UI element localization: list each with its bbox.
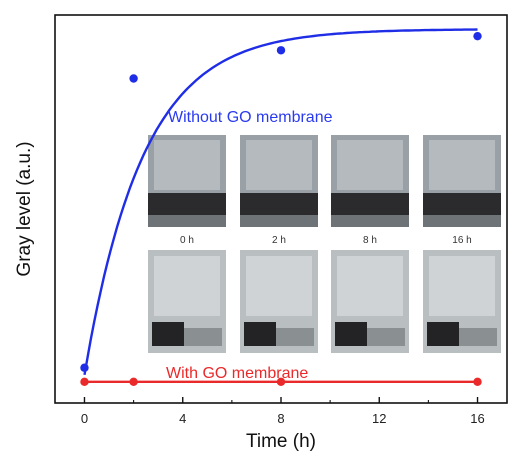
inset-photo-band <box>331 193 409 215</box>
series-without-go-curve <box>83 28 478 376</box>
inset-time-label: 8 h <box>363 235 377 246</box>
inset-time-label: 0 h <box>180 235 194 246</box>
inset-photo-glass <box>337 256 403 316</box>
x-axis-title: Time (h) <box>246 431 316 452</box>
point-without-go-8 <box>276 46 286 55</box>
inset-photo-glass <box>246 140 312 190</box>
x-tick-label-16: 16 <box>470 411 484 426</box>
x-axis-ticks: 0 4 8 12 16 <box>81 397 485 426</box>
point-with-go-0 <box>80 377 89 387</box>
y-axis-title: Gray level (a.u.) <box>14 141 35 276</box>
inset-photo-base <box>423 215 501 227</box>
point-without-go-16 <box>473 31 482 41</box>
inset-photo-glass <box>246 256 312 316</box>
point-with-go-16 <box>473 377 482 387</box>
inset-photo-glass <box>429 140 495 190</box>
inset-photo-glass <box>429 256 495 316</box>
series-label-with-go: With GO membrane <box>166 365 308 382</box>
inset-photo-base <box>184 328 222 346</box>
inset-photo-glass <box>154 256 220 316</box>
x-tick-label-12: 12 <box>372 411 386 426</box>
inset-photo-base <box>331 215 409 227</box>
inset-time-label: 16 h <box>452 235 471 246</box>
series-label-without-go: Without GO membrane <box>168 109 333 126</box>
inset-photo-block <box>152 322 184 346</box>
inset-photo-base <box>367 328 405 346</box>
inset-photo-glass <box>154 140 220 190</box>
inset-photo-band <box>240 193 318 215</box>
point-without-go-2 <box>129 74 138 83</box>
inset-photo-block <box>427 322 459 346</box>
x-tick-label-8: 8 <box>277 411 284 426</box>
inset-time-label: 2 h <box>272 235 286 246</box>
x-tick-label-4: 4 <box>179 411 186 426</box>
inset-photo-block <box>244 322 276 346</box>
inset-photo-base <box>240 215 318 227</box>
inset-photo-block <box>335 322 367 346</box>
inset-photo-base <box>148 215 226 227</box>
inset-photo-band <box>423 193 501 215</box>
inset-photo-glass <box>337 140 403 190</box>
inset-photos: 0 h 2 h 8 h 16 h <box>148 135 501 353</box>
inset-photo-band <box>148 193 226 215</box>
inset-photo-base <box>276 328 314 346</box>
inset-photo-base <box>459 328 497 346</box>
point-with-go-8 <box>276 377 286 387</box>
point-with-go-2 <box>129 377 138 387</box>
point-without-go-0 <box>80 363 89 372</box>
data-points <box>80 31 482 387</box>
x-tick-label-0: 0 <box>81 411 88 426</box>
